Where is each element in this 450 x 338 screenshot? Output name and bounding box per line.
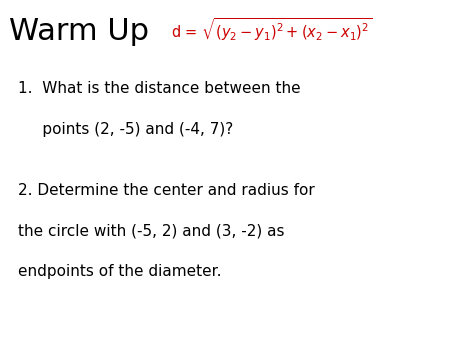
Text: d = $\sqrt{(y_2 - y_1)^2 + (x_2 - x_1)^2}$: d = $\sqrt{(y_2 - y_1)^2 + (x_2 - x_1)^2… — [171, 17, 373, 43]
Text: points (2, -5) and (-4, 7)?: points (2, -5) and (-4, 7)? — [18, 122, 233, 137]
Text: 2. Determine the center and radius for: 2. Determine the center and radius for — [18, 183, 315, 197]
Text: the circle with (-5, 2) and (3, -2) as: the circle with (-5, 2) and (3, -2) as — [18, 223, 284, 238]
Text: Warm Up: Warm Up — [9, 17, 149, 46]
Text: endpoints of the diameter.: endpoints of the diameter. — [18, 264, 221, 279]
Text: 1.  What is the distance between the: 1. What is the distance between the — [18, 81, 301, 96]
